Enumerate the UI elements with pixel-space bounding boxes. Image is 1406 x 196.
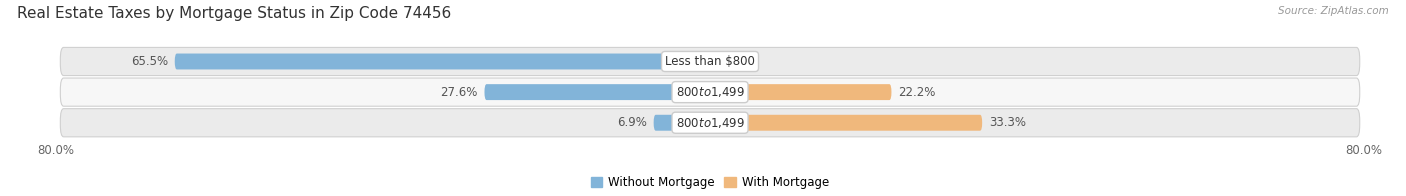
Legend: Without Mortgage, With Mortgage: Without Mortgage, With Mortgage [591,176,830,189]
Text: Less than $800: Less than $800 [665,55,755,68]
Text: 6.9%: 6.9% [617,116,647,129]
FancyBboxPatch shape [174,54,710,69]
Text: 27.6%: 27.6% [440,86,478,99]
Text: 33.3%: 33.3% [988,116,1026,129]
FancyBboxPatch shape [654,115,710,131]
FancyBboxPatch shape [710,115,983,131]
FancyBboxPatch shape [60,47,1360,76]
FancyBboxPatch shape [485,84,710,100]
FancyBboxPatch shape [60,78,1360,106]
Text: 65.5%: 65.5% [131,55,169,68]
Text: 0.0%: 0.0% [717,55,747,68]
Text: Real Estate Taxes by Mortgage Status in Zip Code 74456: Real Estate Taxes by Mortgage Status in … [17,6,451,21]
Text: Source: ZipAtlas.com: Source: ZipAtlas.com [1278,6,1389,16]
FancyBboxPatch shape [60,109,1360,137]
Text: $800 to $1,499: $800 to $1,499 [675,116,745,130]
Text: $800 to $1,499: $800 to $1,499 [675,85,745,99]
Text: 22.2%: 22.2% [898,86,935,99]
FancyBboxPatch shape [710,84,891,100]
